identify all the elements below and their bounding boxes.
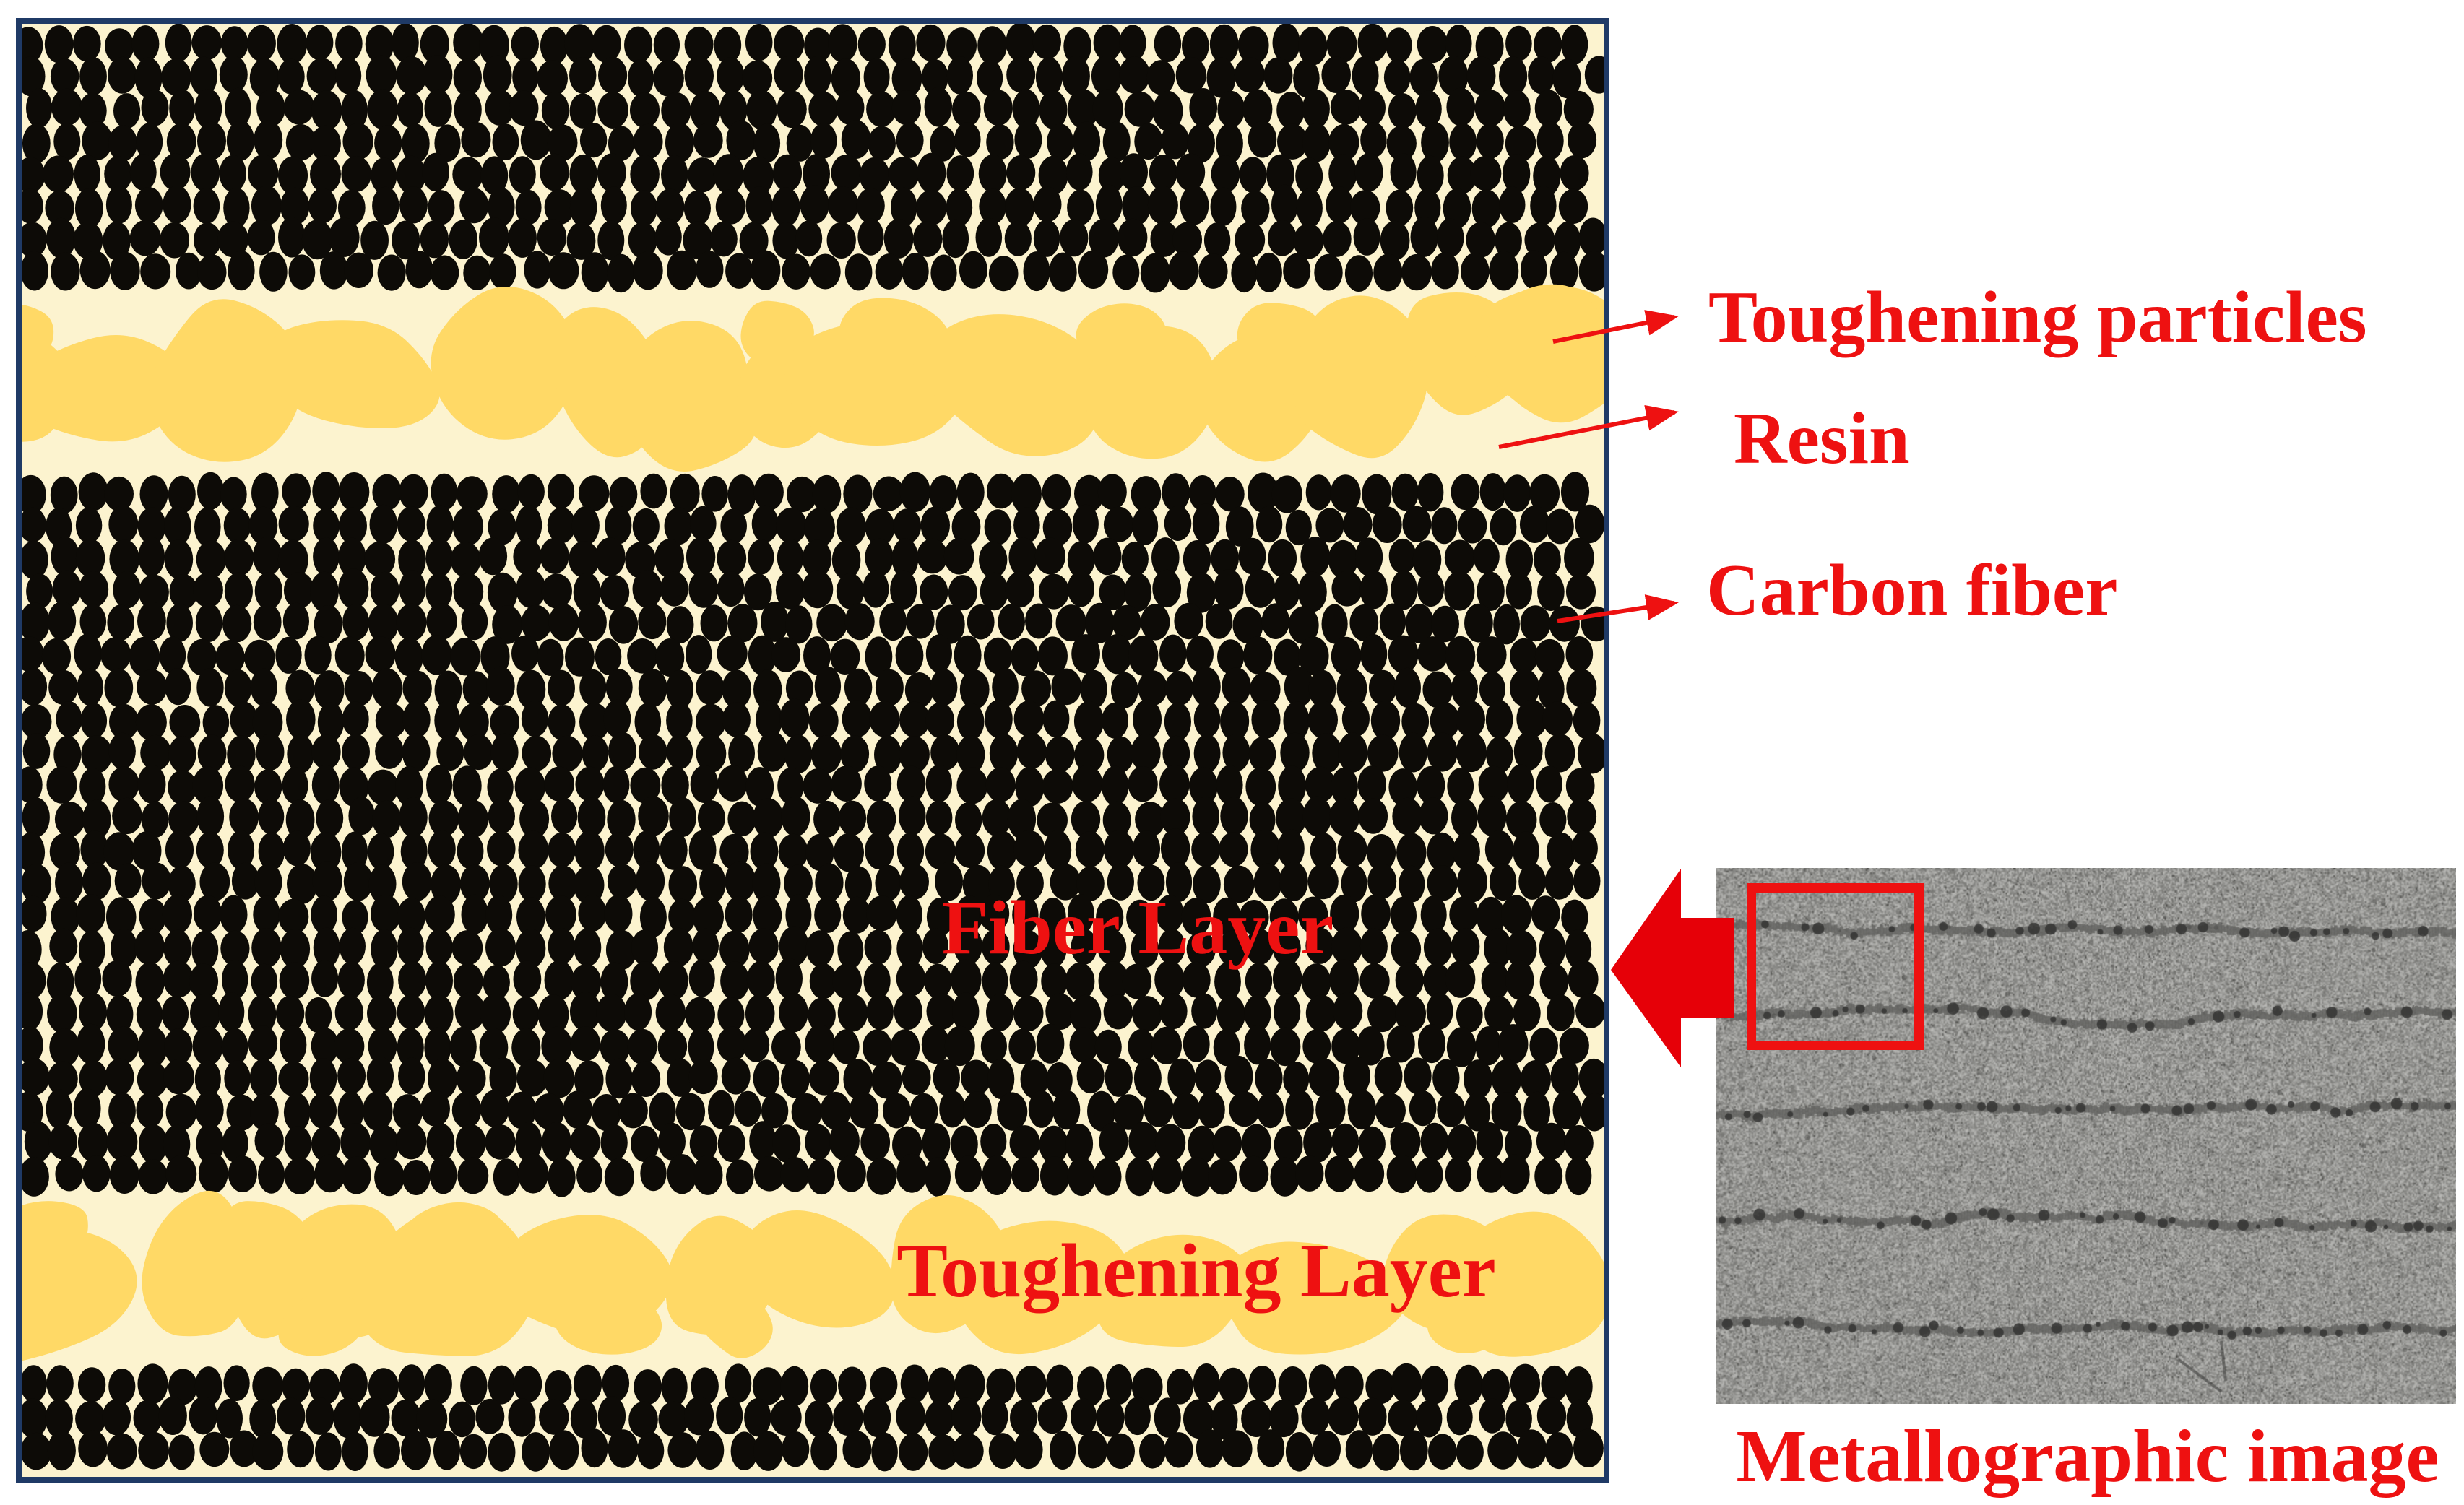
- metallographic-image-caption: Metallographic image: [1736, 1415, 2439, 1498]
- fiber-layer-label: Fiber Layer: [941, 885, 1334, 970]
- metallographic-image: [1716, 868, 2456, 1404]
- toughening-particles-label: Toughening particles: [1708, 277, 2367, 358]
- micrograph-canvas: [1716, 868, 2456, 1404]
- toughening-layer-label: Toughening Layer: [896, 1228, 1496, 1313]
- micrograph-highlight-box: [1747, 883, 1924, 1050]
- schematic-art: [22, 24, 1604, 1477]
- carbon-fiber-label: Carbon fiber: [1706, 550, 2118, 631]
- composite-schematic: [16, 18, 1609, 1483]
- resin-label: Resin: [1734, 398, 1910, 480]
